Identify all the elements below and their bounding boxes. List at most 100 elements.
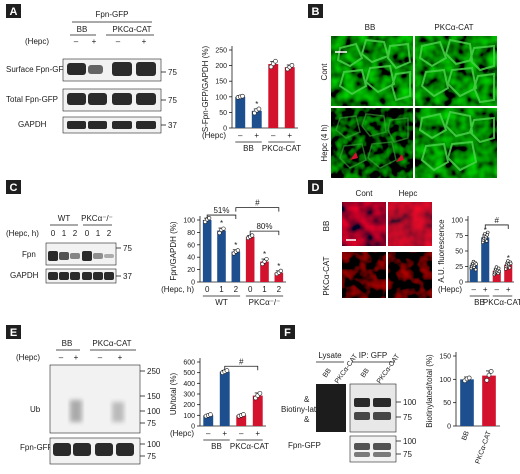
y-tick-label-1: 25 [455, 264, 463, 271]
bracket-0 [206, 214, 237, 220]
y-tick-label-0: 0 [223, 126, 227, 133]
group-label-0: WT [215, 298, 228, 307]
bracket-2 [235, 207, 280, 212]
panel-b-row-cont: Cont [320, 63, 329, 81]
y-axis-label: Biotinylated/total (%) [425, 354, 434, 428]
bracket-label-0: # [495, 216, 500, 225]
blot-f-lysate [316, 384, 346, 432]
panel-a-marker-1: 75 [168, 68, 177, 77]
data-point [466, 375, 472, 381]
micrograph-b-bb-hepc [331, 108, 413, 178]
panel-c: C WT PKCα⁻/⁻ (Hepc, h) 0 1 2 0 1 2 Fpn G… [6, 180, 286, 307]
panel-f-group-ip: IP: GFP [359, 351, 387, 360]
bar-1 [251, 110, 262, 128]
panel-a-sign-1: – [74, 37, 79, 46]
significance-mark-1: * [484, 226, 487, 235]
panel-d-col-cont: Cont [356, 189, 374, 198]
group-label-0: BB [243, 144, 254, 153]
panel-b-row-hepc: Hepc (4 h) [320, 124, 329, 162]
group-label-1: PKCα-CAT [483, 298, 520, 307]
panel-a-blot-label-surface: Surface Fpn-GFP [6, 65, 69, 74]
y-tick-label-2: 40 [187, 255, 195, 262]
panel-a: A Fpn-GFP BB PKCα-CAT (Hepc) – + – + Sur… [6, 4, 301, 153]
micrograph-b-pkc-cont [415, 36, 497, 106]
panel-c-marker-1: 75 [123, 244, 132, 253]
data-point [268, 64, 274, 70]
bracket-0 [224, 365, 259, 371]
y-tick-label-4: 100 [451, 218, 463, 225]
y-tick-label-0: 0 [447, 424, 451, 431]
micrograph-b-bb-cont [331, 36, 413, 106]
data-point [217, 230, 222, 236]
panel-e-marker-1: 250 [147, 367, 161, 376]
panel-c-blot-label-gapdh: GAPDH [10, 271, 39, 280]
bracket-label-0: 51% [213, 206, 229, 215]
panel-a-marker-2: 75 [168, 96, 177, 105]
x-tick-label-2: 2 [234, 285, 239, 294]
panel-f-marker-1: 100 [403, 398, 417, 407]
panel-label-f-bg [280, 325, 295, 339]
x-row-label: (Hepc) [170, 429, 194, 438]
x-tick-label-2: – [495, 285, 500, 294]
x-tick-label-3: + [255, 429, 260, 438]
y-tick-label-5: 250 [215, 48, 227, 55]
bar-0 [203, 415, 214, 426]
x-tick-label-5: 2 [277, 285, 282, 294]
panel-f-blot-label-biotin: Biotiny-lated [281, 405, 325, 414]
bar-2 [236, 415, 247, 426]
panel-d-row-bb: BB [322, 221, 331, 232]
bar-3 [504, 264, 513, 282]
data-point [257, 390, 263, 396]
panel-c-hour-6: 2 [107, 229, 112, 238]
micrograph-d-pkc-hepc [388, 252, 432, 298]
micrograph-b-pkc-hepc [415, 108, 497, 178]
blot-c-gapdh-bands [48, 272, 114, 280]
panel-e-marker-5: 100 [147, 440, 161, 449]
y-tick-label-1: 50 [219, 110, 227, 117]
chart-a: 0 50 100 150 200 250 S-Fpn-GFP/GAPDH (%) – * + – + (… [201, 46, 301, 153]
panel-d: D Cont Hepc BB PKCα-CAT 0 25 50 75 100 A.U. f… [308, 180, 520, 307]
data-point [509, 261, 513, 266]
bracket-label-2: # [255, 199, 260, 208]
panel-a-hepc-label: (Hepc) [25, 37, 49, 46]
bar-0 [202, 220, 212, 282]
panel-e-blot-label-fpn: Fpn-GFP [20, 443, 53, 452]
y-tick-label-4: 200 [215, 63, 227, 70]
significance-mark-5: * [277, 262, 280, 271]
panel-a-group-pkc: PKCα-CAT [112, 25, 151, 34]
category-label-0: BB [461, 430, 471, 441]
panel-e-sign-1: – [59, 353, 64, 362]
blot-f-ip [349, 383, 397, 433]
panel-a-header: Fpn-GFP [96, 10, 129, 19]
panel-e-hepc-label: (Hepc) [16, 353, 40, 362]
significance-mark-1: * [220, 219, 223, 228]
panel-a-sign-4: + [142, 37, 147, 46]
panel-e-sign-3: – [98, 353, 103, 362]
panel-label-a-bg [6, 4, 21, 18]
panel-f-band-mark-2: & [304, 415, 310, 424]
panel-f: F Lysate IP: GFP BB PKCα-CAT BB PKCα-CAT… [280, 325, 500, 465]
x-tick-label-2: – [239, 429, 244, 438]
chart-f: 0 50 100 150 Biotinylated/total (%) BB PKCα-CA… [425, 352, 500, 465]
y-tick-label-0: 0 [191, 424, 195, 431]
y-tick-label-2: 100 [439, 377, 451, 384]
bar-2 [492, 270, 501, 282]
x-row-label: (Hepc) [438, 285, 462, 294]
bar-1 [481, 237, 490, 282]
bracket-label-1: 80% [256, 222, 272, 231]
bar-0 [235, 96, 246, 128]
panel-e-sign-2: + [74, 353, 79, 362]
y-tick-label-3: 150 [215, 79, 227, 86]
panel-a-group-bb: BB [77, 25, 88, 34]
y-axis-label: S-Fpn-GFP/GAPDH (%) [201, 46, 210, 133]
panel-c-hours-label: (Hepc, h) [6, 229, 39, 238]
data-point [250, 233, 255, 238]
data-point [507, 266, 512, 270]
x-tick-label-0: 0 [205, 285, 210, 294]
y-tick-label-2: 50 [455, 249, 463, 256]
bar-5 [274, 272, 284, 282]
panel-c-hour-3: 2 [73, 229, 78, 238]
bar-1 [482, 375, 496, 426]
panel-c-marker-2: 37 [123, 272, 132, 281]
bar-2 [268, 64, 279, 128]
